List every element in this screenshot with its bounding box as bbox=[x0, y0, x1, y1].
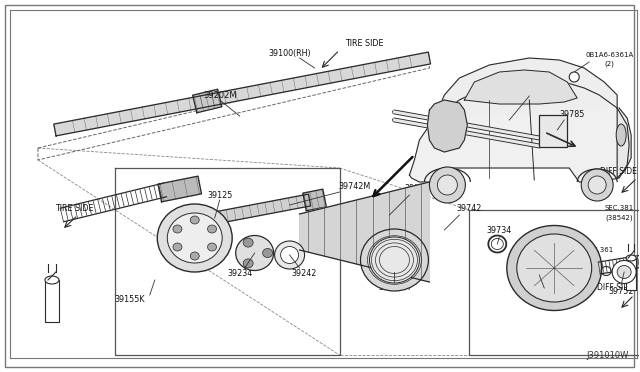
Text: 39126: 39126 bbox=[532, 289, 557, 298]
Text: 39752: 39752 bbox=[609, 288, 634, 296]
Polygon shape bbox=[617, 108, 631, 178]
Ellipse shape bbox=[507, 225, 602, 311]
Text: 39155K: 39155K bbox=[115, 295, 145, 305]
Ellipse shape bbox=[616, 124, 626, 146]
Polygon shape bbox=[303, 189, 326, 211]
Text: 39785: 39785 bbox=[559, 109, 585, 119]
Circle shape bbox=[437, 175, 458, 195]
Ellipse shape bbox=[45, 276, 59, 284]
Ellipse shape bbox=[612, 260, 636, 283]
Ellipse shape bbox=[626, 255, 636, 261]
Text: 39234: 39234 bbox=[227, 269, 252, 279]
Polygon shape bbox=[193, 89, 222, 113]
Text: SEC.381: SEC.381 bbox=[605, 205, 634, 211]
Text: TIRE SIDE: TIRE SIDE bbox=[55, 203, 93, 212]
Ellipse shape bbox=[360, 229, 428, 291]
Text: TIRE SIDE: TIRE SIDE bbox=[345, 38, 384, 48]
Ellipse shape bbox=[262, 248, 273, 257]
Text: DIFF SIDE: DIFF SIDE bbox=[597, 283, 634, 292]
Ellipse shape bbox=[243, 259, 253, 268]
Ellipse shape bbox=[190, 216, 199, 224]
Text: J391010W: J391010W bbox=[587, 351, 629, 360]
Bar bbox=[626, 258, 636, 290]
Text: 39125: 39125 bbox=[207, 190, 232, 199]
Ellipse shape bbox=[516, 234, 592, 302]
Text: SEC.361: SEC.361 bbox=[584, 247, 614, 253]
Text: 39100(RH): 39100(RH) bbox=[268, 48, 311, 58]
Text: (2): (2) bbox=[604, 61, 614, 67]
Ellipse shape bbox=[236, 235, 274, 270]
Ellipse shape bbox=[207, 225, 216, 233]
Ellipse shape bbox=[280, 247, 299, 263]
Polygon shape bbox=[465, 70, 577, 104]
Text: 39734: 39734 bbox=[486, 225, 512, 234]
Ellipse shape bbox=[167, 213, 222, 263]
Polygon shape bbox=[54, 52, 431, 136]
Text: 39156K: 39156K bbox=[404, 183, 435, 192]
Text: 0B1A6-6361A: 0B1A6-6361A bbox=[585, 52, 634, 58]
Ellipse shape bbox=[243, 238, 253, 247]
Polygon shape bbox=[410, 80, 629, 182]
Text: 39100(RH): 39100(RH) bbox=[524, 86, 565, 94]
Ellipse shape bbox=[190, 252, 199, 260]
Polygon shape bbox=[158, 176, 202, 202]
Circle shape bbox=[569, 72, 579, 82]
Bar bbox=[45, 280, 59, 322]
Ellipse shape bbox=[173, 243, 182, 251]
Circle shape bbox=[581, 169, 613, 201]
Polygon shape bbox=[428, 100, 467, 152]
Bar bbox=[540, 115, 567, 147]
Text: 39242M: 39242M bbox=[378, 283, 411, 292]
Text: 39242: 39242 bbox=[292, 269, 317, 279]
Circle shape bbox=[429, 167, 465, 203]
Polygon shape bbox=[435, 58, 617, 118]
Ellipse shape bbox=[173, 225, 182, 233]
Text: DIFF SIDE: DIFF SIDE bbox=[600, 167, 637, 176]
Ellipse shape bbox=[275, 241, 305, 269]
Polygon shape bbox=[214, 194, 310, 224]
Circle shape bbox=[588, 176, 606, 194]
Text: B: B bbox=[572, 74, 576, 80]
Ellipse shape bbox=[157, 204, 232, 272]
Ellipse shape bbox=[369, 237, 419, 283]
Text: 39202M: 39202M bbox=[203, 90, 237, 99]
Text: 39742M: 39742M bbox=[339, 182, 371, 190]
Ellipse shape bbox=[617, 266, 631, 279]
Text: 39742: 39742 bbox=[457, 203, 482, 212]
Polygon shape bbox=[300, 182, 429, 282]
Text: (38542): (38542) bbox=[605, 215, 633, 221]
Ellipse shape bbox=[207, 243, 216, 251]
